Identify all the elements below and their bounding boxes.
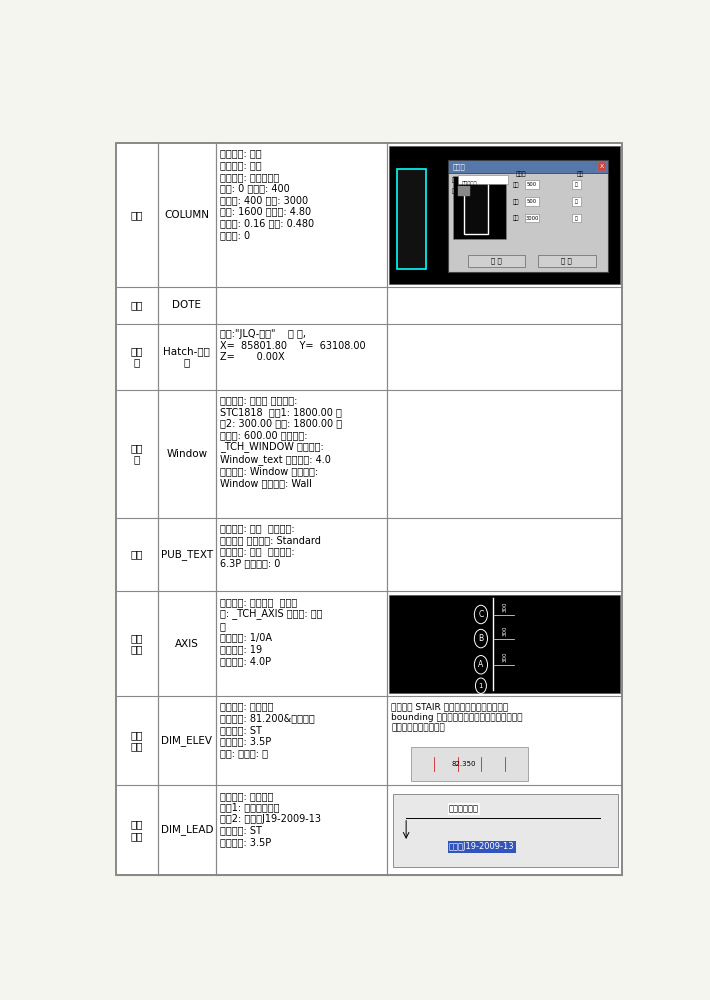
Text: 对象类型: 标高标注
文字内容: 81.200&结构标高
文字样式: ST
文字高度: 3.5P
引线: 无基线: 无: 对象类型: 标高标注 文字内容: 81.200&结构标高 文字样式: ST 文字… (220, 702, 315, 758)
Text: 1: 1 (479, 683, 484, 689)
Text: 块名:"JLQ-机房"    于 点,
X=  85801.80    Y=  63108.00
Z=       0.00X: 块名:"JLQ-机房" 于 点, X= 85801.80 Y= 63108.00… (220, 329, 366, 362)
Text: 500: 500 (527, 182, 537, 187)
Text: 文字: 文字 (131, 550, 143, 560)
Text: 高度: 高度 (513, 199, 519, 205)
Text: 300: 300 (503, 602, 508, 612)
Text: 确 定: 确 定 (491, 258, 502, 264)
Text: 截断: 截断 (577, 171, 584, 177)
Text: 取 消: 取 消 (562, 258, 572, 264)
Bar (464, 181, 488, 234)
Bar (572, 197, 581, 206)
Text: 500: 500 (527, 199, 537, 204)
Text: 确: 确 (575, 182, 578, 187)
Bar (393, 794, 618, 867)
Text: 轴网
标注: 轴网 标注 (131, 633, 143, 655)
Text: PUB_TEXT: PUB_TEXT (161, 549, 213, 560)
Text: 屋面风帽做法: 屋面风帽做法 (449, 804, 479, 813)
Text: A: A (479, 660, 484, 669)
Text: X: X (600, 164, 604, 169)
Text: 82.350: 82.350 (452, 761, 476, 767)
Text: 柱截面: 柱截面 (453, 163, 466, 170)
Text: Window: Window (166, 449, 207, 459)
Text: 引出
标记: 引出 标记 (131, 819, 143, 841)
Bar (525, 214, 539, 222)
Text: 对与落在 STAIR 内的散落的楼梯对象，按照
bounding 读取其范围内部的标高标注的内容，
并按照楼层进行构造：: 对与落在 STAIR 内的散落的楼梯对象，按照 bounding 读取其范围内部… (391, 702, 523, 732)
Text: AXIS: AXIS (175, 639, 199, 649)
Bar (525, 197, 539, 206)
Text: B: B (479, 634, 484, 643)
Text: 确: 确 (575, 216, 578, 221)
Bar (389, 146, 621, 284)
Text: COLUMN: COLUMN (165, 210, 209, 220)
Bar (448, 160, 608, 173)
Text: 对象类型: 文字  文字内容:
辅助用房 文字样式: Standard
对正方式: 左下  文字高度:
6.3P 旋转角度: 0: 对象类型: 文字 文字内容: 辅助用房 文字样式: Standard 对正方式:… (220, 523, 321, 568)
Text: 对象类型: 转角窗 门窗名称:
STC1818  宽度1: 1800.00 宽
度2: 300.00 高度: 1800.00 离
地高度: 600.00 文字样: 对象类型: 转角窗 门窗名称: STC1818 宽度1: 1800.00 宽 度… (220, 395, 342, 488)
Bar (389, 595, 621, 693)
Text: DOTE: DOTE (173, 300, 202, 310)
Bar (538, 255, 596, 267)
Bar (453, 176, 506, 239)
Bar (525, 180, 539, 189)
Text: 宽度: 宽度 (513, 182, 519, 188)
Bar (467, 255, 525, 267)
Text: 参见苏J19-2009-13: 参见苏J19-2009-13 (449, 842, 515, 851)
Text: 彩:: 彩: (452, 189, 457, 194)
Text: 转角
窗: 转角 窗 (131, 443, 143, 465)
Text: 标高
标注: 标高 标注 (131, 730, 143, 752)
Text: 柱大寸: 柱大寸 (515, 171, 526, 177)
Text: 对象类型: 轴网标注  文字样
式: _TCH_AXIS 标注侧: 起始
侧
起始轴号: 1/0A
轴号数目: 19
轴圆半径: 4.0P: 对象类型: 轴网标注 文字样 式: _TCH_AXIS 标注侧: 起始 侧 起始… (220, 597, 322, 666)
Text: 3000: 3000 (525, 216, 539, 221)
Bar (572, 180, 581, 189)
Text: 确: 确 (575, 199, 578, 204)
Bar (599, 162, 606, 171)
Bar (397, 169, 425, 269)
Text: 轴网: 轴网 (131, 300, 143, 310)
Text: DIM_LEAD: DIM_LEAD (160, 825, 213, 835)
Text: 300: 300 (503, 626, 508, 636)
Text: DIM_ELEV: DIM_ELEV (161, 735, 212, 746)
Bar (448, 160, 608, 272)
Bar (458, 186, 470, 196)
Bar (458, 175, 508, 184)
Bar (572, 214, 581, 222)
Text: Hatch-剪力
墙: Hatch-剪力 墙 (163, 346, 210, 368)
Text: C: C (479, 610, 484, 619)
Text: 对象类型: 柱子
截面形状: 矩形
材料类型: 钢筋混凝土
转角: 0 截面宽: 400
截面高: 400 高度: 3000
周长: 1600 侧面积: 4.8: 对象类型: 柱子 截面形状: 矩形 材料类型: 钢筋混凝土 转角: 0 截面宽:… (220, 148, 314, 240)
Text: 对象类型: 引出标注
文字1: 屋面风帽做法
文字2: 参见苏J19-2009-13
文字样式: ST
文字高度: 3.5P: 对象类型: 引出标注 文字1: 屋面风帽做法 文字2: 参见苏J19-2009-… (220, 791, 321, 847)
Text: 剪力
墙: 剪力 墙 (131, 346, 143, 368)
Text: 300: 300 (503, 652, 508, 662)
Text: 钢筋混凝土: 钢筋混凝土 (462, 181, 477, 186)
Text: 柱子: 柱子 (131, 210, 143, 220)
Text: 柱高: 柱高 (513, 216, 519, 221)
Text: 桩:: 桩: (452, 178, 457, 183)
Bar (410, 747, 528, 781)
